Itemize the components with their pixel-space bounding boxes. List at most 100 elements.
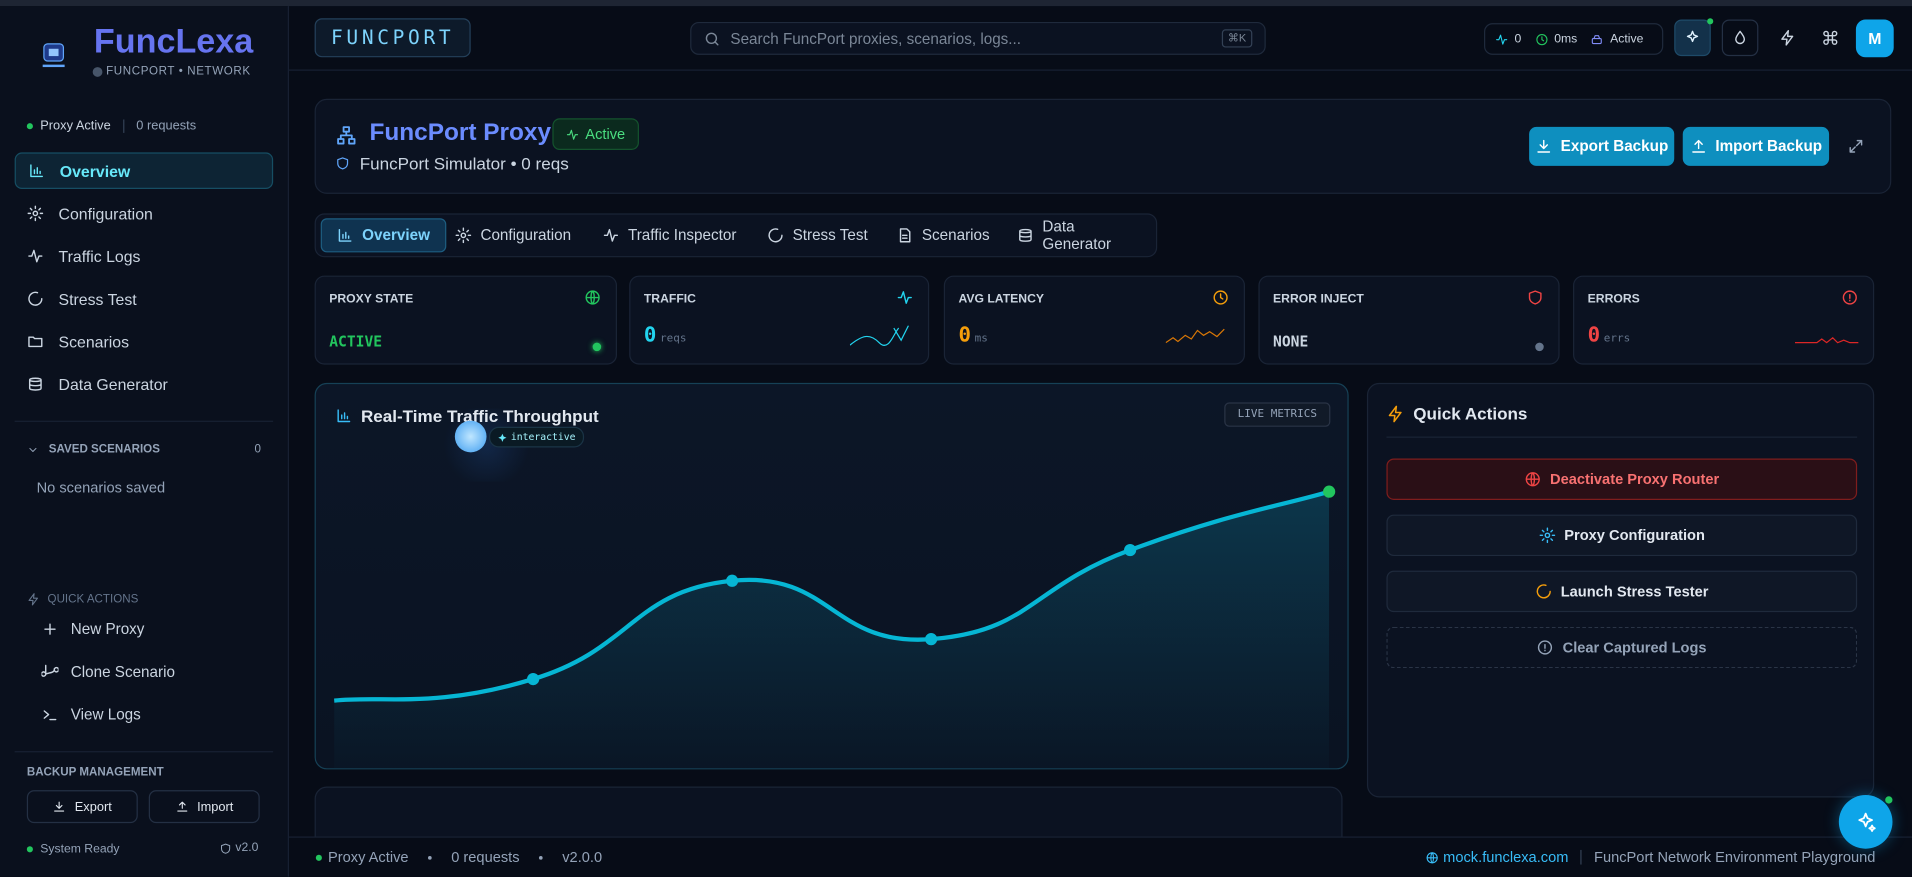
card-value-row: 0 ms (958, 323, 987, 347)
icon (897, 291, 912, 304)
icon (1536, 584, 1551, 599)
icon (585, 290, 600, 305)
nav-item[interactable]: Scenarios (15, 323, 274, 360)
tab-label: Traffic Inspector (627, 226, 737, 244)
icon (44, 623, 56, 635)
expand-button[interactable] (1844, 129, 1868, 163)
card-label: ERROR INJECT (1273, 292, 1364, 307)
nav-label: Scenarios (58, 332, 130, 351)
quick-item[interactable]: View Logs (41, 706, 141, 723)
funcport-logo[interactable]: FUNCPORT (314, 18, 471, 58)
data-point (1323, 485, 1336, 498)
quick-title: QUICK ACTIONS (47, 592, 139, 607)
plot (334, 489, 1330, 769)
icon (455, 227, 472, 244)
nav-item[interactable]: Traffic Logs (15, 238, 274, 275)
tab[interactable]: Configuration (445, 218, 581, 252)
saved-title: SAVED SCENARIOS (48, 442, 160, 457)
header-card: FuncPort Proxy Active FuncPort Simulator… (314, 98, 1892, 194)
qa-label: Launch Stress Tester (1560, 582, 1709, 600)
header-title: FuncPort Proxy (369, 119, 552, 147)
icon (1019, 228, 1032, 242)
command-button[interactable] (1812, 20, 1849, 57)
icon (1528, 290, 1542, 305)
header-icon (337, 126, 356, 145)
header-subtitle: FuncPort Simulator • 0 reqs (335, 154, 569, 173)
footer-version: v2.0.0 (562, 848, 603, 866)
throughput-chart (334, 485, 1336, 769)
brand-name: FuncLexa (93, 21, 254, 60)
tab-label: Stress Test (792, 226, 868, 244)
export-backup-button[interactable]: Export Backup (1529, 126, 1675, 166)
label: Import Backup (1715, 137, 1823, 155)
import-backup-button[interactable]: Import Backup (1682, 126, 1830, 166)
card-icon (1527, 289, 1544, 312)
chart-icon (337, 409, 351, 423)
assistant-fab[interactable] (1838, 795, 1893, 849)
import-button[interactable]: Import (148, 790, 260, 824)
cursor-orb[interactable] (454, 420, 487, 453)
icon (1213, 290, 1228, 305)
badge-text: Active (585, 125, 626, 143)
system-status: System Ready (26, 843, 120, 856)
ai-button[interactable] (1674, 19, 1711, 57)
data-point (726, 574, 739, 587)
ai-indicator (1707, 18, 1714, 25)
card-value: 0 (1587, 323, 1601, 348)
stat: 0ms (1554, 32, 1578, 46)
nav-item[interactable]: Overview (14, 152, 274, 190)
icon (28, 336, 43, 348)
tab[interactable]: Scenarios (886, 218, 999, 252)
theme-button[interactable] (1721, 19, 1759, 57)
saved-header[interactable]: SAVED SCENARIOS 0 (27, 443, 261, 456)
quick-actions-panel: Quick Actions Deactivate Proxy Router Pro… (1366, 382, 1875, 798)
actions-button[interactable] (1769, 20, 1806, 57)
stat-card: ERROR INJECT NONE (1258, 275, 1560, 365)
tab[interactable]: Stress Test (757, 218, 877, 252)
tab[interactable]: Data Generator (1007, 218, 1156, 252)
card-value: NONE (1273, 332, 1309, 350)
card-value: 0 (643, 323, 657, 348)
version: v2.0 (219, 841, 258, 855)
divider (14, 420, 274, 422)
brand-logo (42, 43, 65, 68)
export-button[interactable]: Export (26, 790, 138, 824)
card-icon (896, 289, 913, 312)
sparkline (849, 325, 909, 346)
quick-item[interactable]: New Proxy (41, 621, 144, 638)
footer-link[interactable]: mock.funclexa.com (1425, 849, 1568, 866)
nav-item[interactable]: Data Generator (15, 366, 274, 403)
card-value: 0 (958, 323, 971, 348)
card-unit: errs (1603, 332, 1631, 346)
search-placeholder: Search FuncPort proxies, scenarios, logs… (730, 29, 1022, 47)
requests: 0 requests (136, 118, 197, 133)
qa-button[interactable]: Launch Stress Tester (1386, 570, 1858, 613)
sparkline (1165, 328, 1225, 344)
card-value-row: ACTIVE (329, 333, 382, 350)
tab[interactable]: Traffic Inspector (593, 218, 747, 252)
qa-button[interactable]: Clear Captured Logs (1386, 626, 1858, 669)
qa-button[interactable]: Deactivate Proxy Router (1386, 458, 1858, 500)
quick-item[interactable]: Clone Scenario (41, 663, 175, 680)
nav-item[interactable]: Configuration (15, 195, 274, 232)
qa-button[interactable]: Proxy Configuration (1386, 514, 1858, 557)
card-unit: reqs (659, 332, 687, 346)
backup-title: BACKUP MANAGEMENT (26, 765, 164, 780)
search[interactable]: Search FuncPort proxies, scenarios, logs… (690, 21, 1266, 55)
icon (1525, 472, 1541, 487)
data-point (1124, 543, 1137, 557)
tab[interactable]: Overview (320, 218, 446, 253)
top-strip (0, 0, 1912, 7)
stat: Active (1610, 32, 1644, 46)
icon (43, 710, 57, 721)
quick-header: QUICK ACTIONS (27, 593, 138, 606)
avatar[interactable]: M (1855, 19, 1894, 58)
tabs: Overview Configuration Traffic Inspector St… (314, 213, 1158, 258)
status-row: Proxy Active 0 requests (26, 118, 197, 133)
data-point (925, 633, 938, 646)
label: Export (74, 799, 112, 814)
label: Export Backup (1560, 137, 1669, 155)
nav-item[interactable]: Stress Test (15, 280, 274, 317)
footer-requests: 0 requests (451, 848, 520, 866)
